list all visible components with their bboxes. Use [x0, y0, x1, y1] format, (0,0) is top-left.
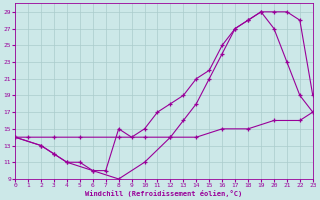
X-axis label: Windchill (Refroidissement éolien,°C): Windchill (Refroidissement éolien,°C) [85, 190, 243, 197]
